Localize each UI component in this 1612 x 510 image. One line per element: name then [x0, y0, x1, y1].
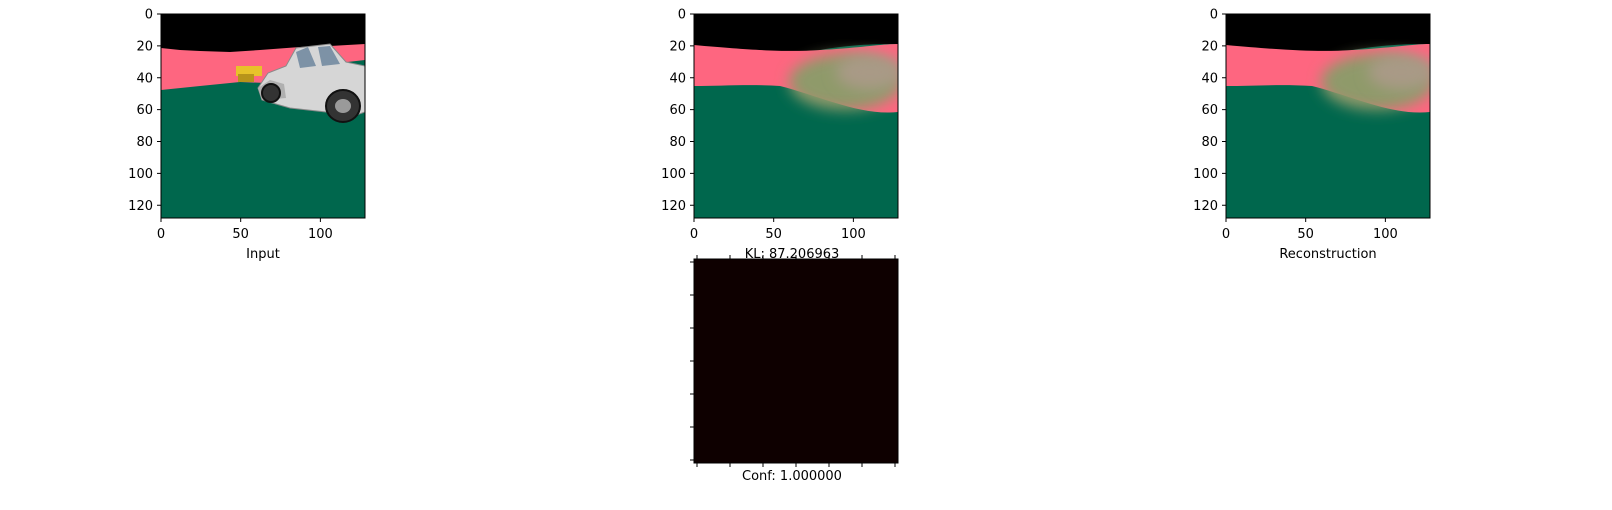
blurred-car-blob-2 [836, 54, 898, 90]
yellow-block [236, 66, 262, 76]
car [257, 43, 365, 123]
kl-ytick-label: 100 [661, 167, 686, 182]
panel-confidence: Conf: 1.000000 [690, 255, 899, 484]
yellow-object [236, 66, 262, 82]
reconstruction-ytick-label: 60 [1201, 103, 1218, 118]
input-ytick-label: 20 [136, 39, 153, 54]
kl-xtick-label: 0 [690, 227, 698, 242]
confidence-heatmap [694, 259, 898, 463]
confidence-ticks [690, 255, 896, 467]
kl-axes-frame [693, 13, 899, 219]
kl-ticks: 0 20 40 60 80 100 120 0 50 100 [661, 8, 866, 243]
reconstruction-xtick-label: 50 [1297, 227, 1314, 242]
input-xtick-label: 0 [157, 227, 165, 242]
car-window-2 [318, 46, 340, 66]
reconstruction-ytick-label: 80 [1201, 135, 1218, 150]
input-xtick-label: 100 [308, 227, 333, 242]
input-image [161, 14, 365, 218]
reconstruction-axes-frame [1225, 13, 1431, 219]
kl-image [694, 14, 898, 218]
input-xlabel: Input [246, 247, 280, 262]
sky-region [1226, 14, 1430, 51]
reconstruction-ytick-label: 20 [1201, 39, 1218, 54]
reconstruction-ytick-label: 120 [1193, 199, 1218, 214]
kl-xtick-label: 50 [765, 227, 782, 242]
kl-ytick-label: 20 [669, 39, 686, 54]
input-ytick-label: 60 [136, 103, 153, 118]
kl-ytick-label: 60 [669, 103, 686, 118]
kl-ytick-label: 120 [661, 199, 686, 214]
kl-ytick-label: 40 [669, 71, 686, 86]
reconstruction-xtick-label: 0 [1222, 227, 1230, 242]
kl-xlabel: KL: 87.206963 [745, 247, 840, 262]
confidence-xlabel: Conf: 1.000000 [742, 469, 842, 484]
yellow-block-shade [238, 74, 254, 82]
input-ytick-label: 120 [128, 199, 153, 214]
input-ticks: 0 20 40 60 80 100 120 0 50 100 [128, 8, 333, 243]
panel-kl: 0 20 40 60 80 100 120 0 50 100 KL: 87.206963 [661, 8, 899, 262]
reconstruction-ticks: 0 20 40 60 80 100 120 0 50 100 [1193, 8, 1398, 243]
blurred-car-blob-2 [1368, 54, 1430, 90]
reconstruction-xtick-label: 100 [1373, 227, 1398, 242]
kl-ytick-label: 80 [669, 135, 686, 150]
reconstruction-ytick-label: 100 [1193, 167, 1218, 182]
reconstruction-image [1226, 14, 1430, 218]
input-ytick-label: 0 [145, 8, 153, 23]
reconstruction-ytick-label: 40 [1201, 71, 1218, 86]
input-xtick-label: 50 [232, 227, 249, 242]
input-axes-frame [160, 13, 366, 219]
kl-xtick-label: 100 [841, 227, 866, 242]
car-rear-hub [335, 99, 351, 113]
panel-input: 0 20 40 60 80 100 120 0 50 100 Input [128, 8, 366, 262]
input-ytick-label: 100 [128, 167, 153, 182]
reconstruction-xlabel: Reconstruction [1279, 247, 1376, 262]
kl-ytick-label: 0 [678, 8, 686, 23]
input-ytick-label: 80 [136, 135, 153, 150]
reconstruction-ytick-label: 0 [1210, 8, 1218, 23]
panel-reconstruction: 0 20 40 60 80 100 120 0 50 100 Reconstruction [1193, 8, 1431, 262]
sky-region [161, 14, 365, 52]
input-ytick-label: 40 [136, 71, 153, 86]
car-front-wheel [261, 83, 281, 103]
sky-region [694, 14, 898, 51]
car-window [296, 47, 316, 68]
